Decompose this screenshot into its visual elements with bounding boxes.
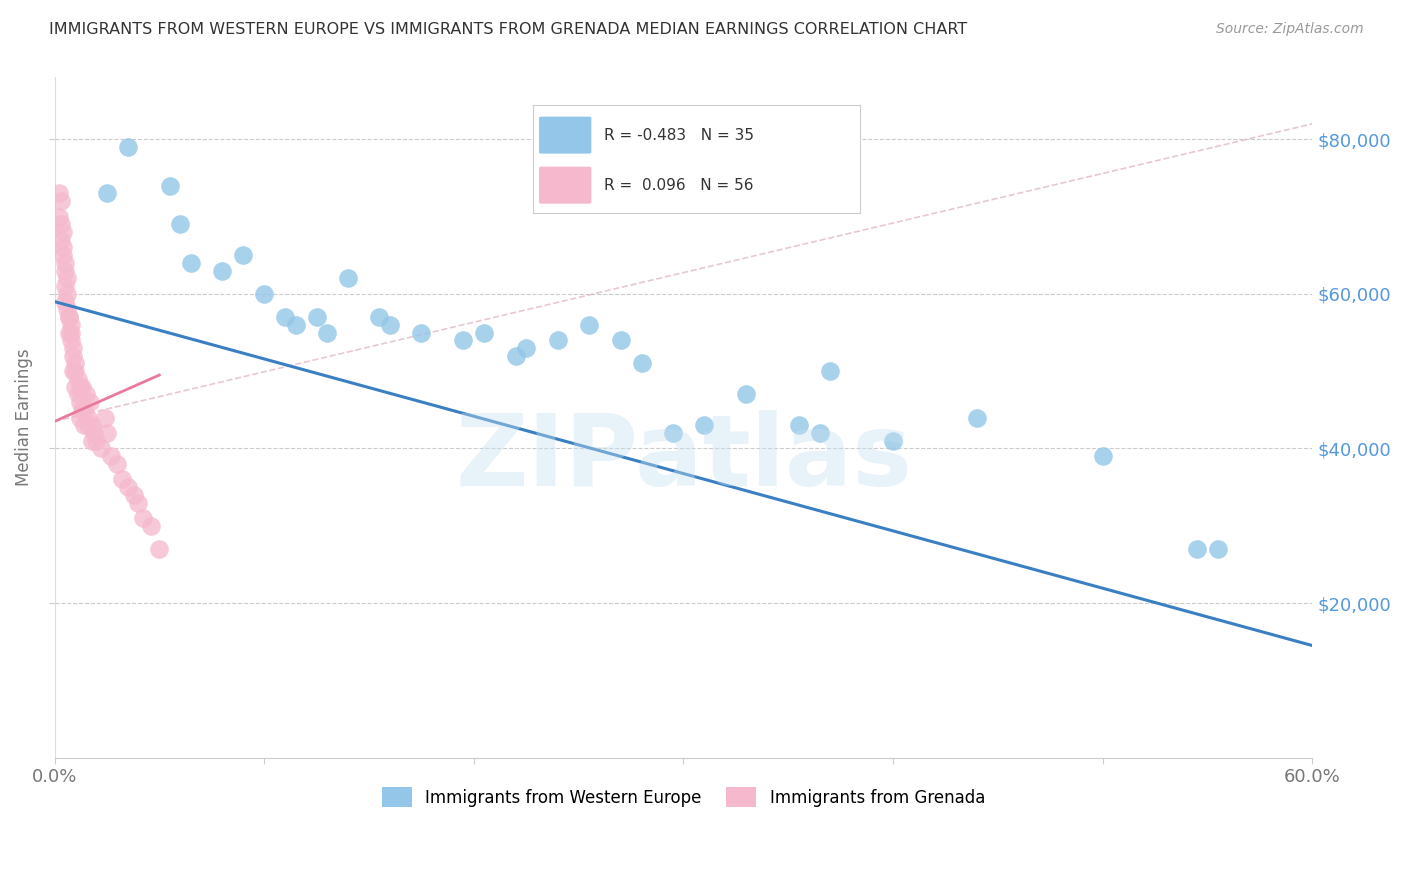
Point — [62, 349, 84, 363]
Point — [159, 178, 181, 193]
Point — [86, 434, 108, 448]
Point — [60, 333, 83, 347]
Point — [56, 271, 79, 285]
Point — [69, 410, 91, 425]
Point — [882, 434, 904, 448]
Point — [253, 286, 276, 301]
Point — [53, 263, 76, 277]
Point — [60, 318, 83, 332]
Point — [60, 326, 83, 340]
Point — [90, 442, 112, 456]
Point — [735, 387, 758, 401]
Point — [139, 518, 162, 533]
Point — [274, 310, 297, 324]
Point — [52, 240, 75, 254]
Point — [117, 140, 139, 154]
Point — [82, 418, 104, 433]
Point — [96, 425, 118, 440]
Point — [48, 210, 70, 224]
Point — [305, 310, 328, 324]
Point — [83, 425, 105, 440]
Point — [808, 425, 831, 440]
Point — [52, 225, 75, 239]
Point — [966, 410, 988, 425]
Point — [122, 488, 145, 502]
Point — [148, 541, 170, 556]
Point — [70, 402, 93, 417]
Text: Source: ZipAtlas.com: Source: ZipAtlas.com — [1216, 22, 1364, 37]
Point — [169, 217, 191, 231]
Point — [609, 333, 631, 347]
Point — [411, 326, 433, 340]
Point — [49, 194, 72, 208]
Point — [693, 418, 716, 433]
Point — [1206, 541, 1229, 556]
Point — [117, 480, 139, 494]
Point — [53, 294, 76, 309]
Point — [58, 326, 80, 340]
Point — [453, 333, 475, 347]
Point — [70, 379, 93, 393]
Point — [69, 395, 91, 409]
Point — [1091, 449, 1114, 463]
Point — [818, 364, 841, 378]
Point — [52, 248, 75, 262]
Point — [100, 449, 122, 463]
Point — [472, 326, 495, 340]
Point — [62, 364, 84, 378]
Point — [378, 318, 401, 332]
Point — [58, 310, 80, 324]
Point — [69, 379, 91, 393]
Point — [787, 418, 810, 433]
Point — [82, 434, 104, 448]
Point — [547, 333, 569, 347]
Point — [368, 310, 391, 324]
Point — [316, 326, 339, 340]
Point — [75, 387, 97, 401]
Point — [56, 286, 79, 301]
Point — [515, 341, 537, 355]
Point — [77, 410, 100, 425]
Point — [505, 349, 527, 363]
Point — [48, 186, 70, 201]
Point — [211, 263, 233, 277]
Point — [337, 271, 360, 285]
Point — [107, 457, 129, 471]
Point — [56, 302, 79, 317]
Y-axis label: Median Earnings: Median Earnings — [15, 349, 32, 486]
Text: IMMIGRANTS FROM WESTERN EUROPE VS IMMIGRANTS FROM GRENADA MEDIAN EARNINGS CORREL: IMMIGRANTS FROM WESTERN EUROPE VS IMMIGR… — [49, 22, 967, 37]
Point — [77, 418, 100, 433]
Point — [53, 256, 76, 270]
Point — [73, 402, 96, 417]
Point — [180, 256, 202, 270]
Point — [630, 356, 652, 370]
Point — [65, 364, 87, 378]
Point — [96, 186, 118, 201]
Point — [1185, 541, 1208, 556]
Point — [131, 511, 153, 525]
Point — [66, 387, 89, 401]
Point — [110, 472, 132, 486]
Point — [232, 248, 254, 262]
Point — [58, 310, 80, 324]
Point — [73, 418, 96, 433]
Point — [578, 318, 600, 332]
Point — [66, 372, 89, 386]
Point — [49, 233, 72, 247]
Point — [65, 356, 87, 370]
Point — [79, 395, 101, 409]
Text: ZIPatlas: ZIPatlas — [456, 409, 912, 507]
Point — [53, 279, 76, 293]
Point — [94, 410, 117, 425]
Point — [284, 318, 307, 332]
Point — [65, 379, 87, 393]
Point — [127, 495, 149, 509]
Point — [49, 217, 72, 231]
Point — [662, 425, 685, 440]
Legend: Immigrants from Western Europe, Immigrants from Grenada: Immigrants from Western Europe, Immigran… — [375, 780, 991, 814]
Point — [62, 341, 84, 355]
